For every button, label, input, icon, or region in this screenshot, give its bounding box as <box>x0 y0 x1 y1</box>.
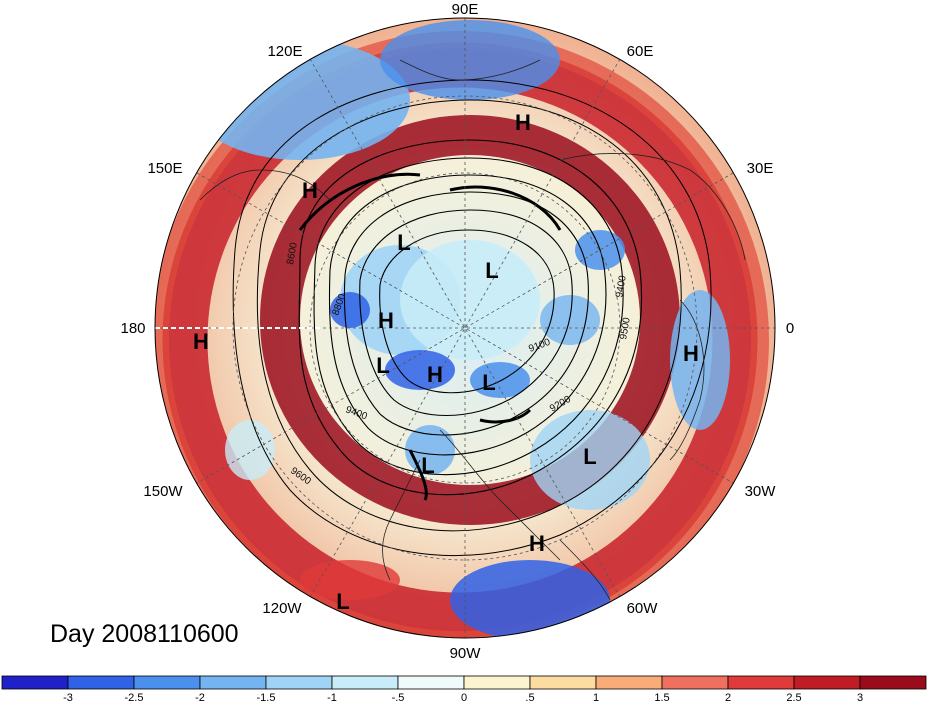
lon-label-0: 0 <box>786 320 794 337</box>
colorbar-swatch <box>331 675 399 690</box>
map-boundary <box>154 17 776 639</box>
colorbar-tick-label: -1 <box>327 692 337 702</box>
colorbar-tick-label: 3 <box>857 692 863 702</box>
longitude-labels: 90E 60E 30E 0 30W 60W 90W 120W 150W 180 … <box>120 1 794 662</box>
colorbar-tick-label: 0 <box>461 692 467 702</box>
colorbar-swatch <box>67 675 135 690</box>
colorbar-tick-label: 1.5 <box>654 692 669 702</box>
high-marker: H <box>378 308 394 333</box>
colorbar-tick-label: 2.5 <box>786 692 801 702</box>
contour-label: 8600 <box>285 241 300 265</box>
lon-label-60w: 60W <box>627 600 659 617</box>
colorbar-tick-label: -2 <box>195 692 205 702</box>
lon-label-30w: 30W <box>745 483 777 500</box>
lon-label-150w: 150W <box>143 483 183 500</box>
colorbar-tick-label: -.5 <box>392 692 405 702</box>
lon-label-120w: 120W <box>262 600 302 617</box>
colorbar-tick-label: -2.5 <box>125 692 144 702</box>
lon-label-150e: 150E <box>147 160 182 177</box>
low-marker: L <box>485 258 498 283</box>
high-marker: H <box>302 178 318 203</box>
low-marker: L <box>376 353 389 378</box>
low-marker: L <box>583 444 596 469</box>
colorbar-tick-label: -3 <box>63 692 73 702</box>
contour-label: 9400 <box>614 274 629 298</box>
pressure-systems: H H L L H H L H L H L L H L <box>193 110 699 614</box>
colorbar: -3 -2.5 -2 -1.5 -1 -.5 0 .5 1 1.5 2 2.5 3 <box>1 675 927 702</box>
colorbar-swatch <box>397 675 465 690</box>
colorbar-swatch <box>595 675 663 690</box>
colorbar-swatch <box>463 675 531 690</box>
coastlines <box>199 59 746 601</box>
lon-label-90e: 90E <box>452 1 479 18</box>
colorbar-swatch <box>529 675 597 690</box>
colorbar-swatch <box>265 675 333 690</box>
lon-label-30e: 30E <box>747 160 774 177</box>
lon-label-120e: 120E <box>267 43 302 60</box>
high-marker: H <box>427 362 443 387</box>
lon-label-90w: 90W <box>450 645 482 662</box>
colorbar-swatch <box>1 675 69 690</box>
lon-label-60e: 60E <box>627 43 654 60</box>
height-contours <box>232 79 712 557</box>
colorbar-swatch <box>661 675 729 690</box>
colorbar-tick-label: 2 <box>725 692 731 702</box>
high-marker: H <box>683 341 699 366</box>
colorbar-tick-label: 1 <box>593 692 599 702</box>
colorbar-swatch <box>199 675 267 690</box>
colorbar-swatch <box>133 675 201 690</box>
contour-label: 9500 <box>618 316 633 340</box>
map-title: Day 2008110600 <box>50 620 239 648</box>
colorbar-swatch <box>793 675 861 690</box>
low-marker: L <box>421 453 434 478</box>
high-marker: H <box>515 110 531 135</box>
colorbar-tick-label: .5 <box>525 692 534 702</box>
lon-label-180: 180 <box>120 320 145 337</box>
high-marker: H <box>193 329 209 354</box>
colorbar-swatch <box>727 675 795 690</box>
colorbar-tick-label: -1.5 <box>257 692 276 702</box>
low-marker: L <box>397 230 410 255</box>
low-marker: L <box>482 370 495 395</box>
high-marker: H <box>529 531 545 556</box>
low-marker: L <box>336 589 349 614</box>
colorbar-swatch <box>859 675 927 690</box>
